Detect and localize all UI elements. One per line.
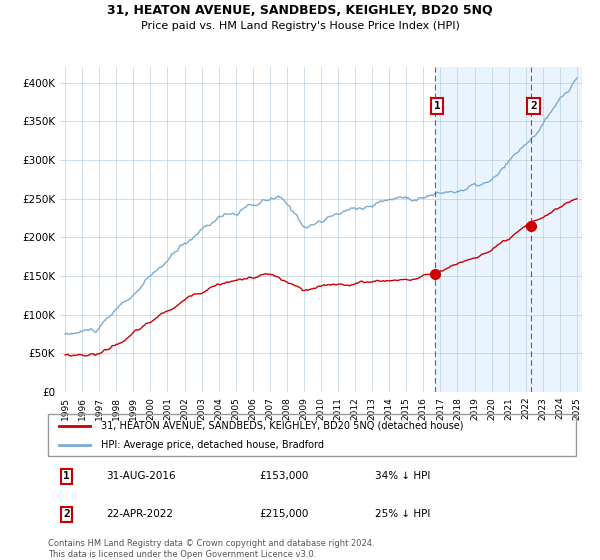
Text: Contains HM Land Registry data © Crown copyright and database right 2024.
This d: Contains HM Land Registry data © Crown c…: [48, 539, 374, 559]
Text: 1: 1: [434, 101, 441, 111]
Text: £215,000: £215,000: [259, 509, 308, 519]
Text: 31, HEATON AVENUE, SANDBEDS, KEIGHLEY, BD20 5NQ: 31, HEATON AVENUE, SANDBEDS, KEIGHLEY, B…: [107, 4, 493, 17]
Text: Price paid vs. HM Land Registry's House Price Index (HPI): Price paid vs. HM Land Registry's House …: [140, 21, 460, 31]
Text: 31-AUG-2016: 31-AUG-2016: [106, 472, 176, 482]
Text: £153,000: £153,000: [259, 472, 308, 482]
Text: 25% ↓ HPI: 25% ↓ HPI: [376, 509, 431, 519]
Text: HPI: Average price, detached house, Bradford: HPI: Average price, detached house, Brad…: [101, 440, 324, 450]
Text: 34% ↓ HPI: 34% ↓ HPI: [376, 472, 431, 482]
Bar: [435, 67, 586, 392]
Text: 1: 1: [63, 472, 70, 482]
Text: 31, HEATON AVENUE, SANDBEDS, KEIGHLEY, BD20 5NQ (detached house): 31, HEATON AVENUE, SANDBEDS, KEIGHLEY, B…: [101, 421, 463, 431]
Text: 22-APR-2022: 22-APR-2022: [106, 509, 173, 519]
Text: 2: 2: [530, 101, 537, 111]
Text: 2: 2: [63, 509, 70, 519]
